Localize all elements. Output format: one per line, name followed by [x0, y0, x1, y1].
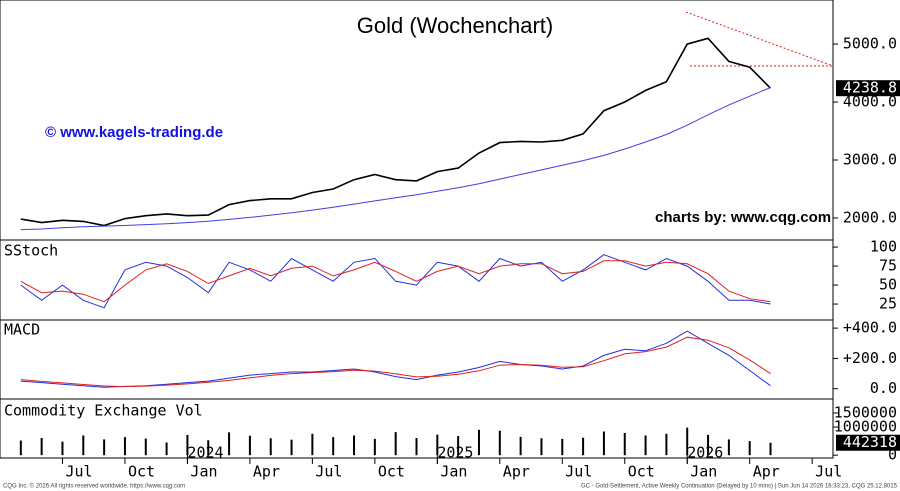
x-tick-label: Jul [65, 463, 92, 481]
bar [769, 442, 772, 456]
x-tick-label: Jul [565, 463, 592, 481]
bar [477, 429, 480, 456]
panel-title: Commodity Exchange Vol [4, 402, 203, 420]
bar [290, 439, 293, 456]
panel-title: SStoch [4, 242, 58, 260]
y-tick-label: +400.0 [843, 319, 897, 337]
bar [415, 438, 418, 456]
y-tick-label: 1000000 [834, 418, 897, 436]
bar [186, 434, 189, 456]
last-value-label: 442318 [843, 433, 897, 451]
bar [144, 438, 147, 456]
bar [19, 440, 22, 456]
year-label: 2026 [687, 444, 723, 462]
bar [623, 432, 626, 456]
y-tick-label: +200.0 [843, 349, 897, 367]
y-tick-label: 0.0 [870, 379, 897, 397]
y-tick-label: 5000.0 [843, 35, 897, 53]
series-line [20, 37, 772, 227]
bar [61, 441, 64, 456]
bar [207, 440, 210, 456]
series-line [20, 336, 771, 388]
y-tick-label: 2000.0 [843, 208, 897, 226]
bar [498, 430, 501, 456]
x-tick-label: Apr [753, 463, 780, 481]
bar [602, 431, 605, 456]
chart-title: Gold (Wochenchart) [357, 13, 553, 38]
y-tick-label: 3000.0 [843, 151, 897, 169]
x-tick-label: Apr [503, 463, 530, 481]
x-tick-label: Jul [315, 463, 342, 481]
bar [394, 432, 397, 456]
bar [727, 439, 730, 456]
series-line [20, 87, 771, 231]
bar [82, 435, 85, 456]
footer: CQG Inc. © 2026 All rights reserved worl… [3, 483, 185, 490]
bar [353, 435, 356, 456]
year-label: 2024 [187, 444, 223, 462]
bar [686, 427, 689, 456]
y-tick-label: 75 [879, 257, 897, 275]
x-tick-label: Apr [253, 463, 280, 481]
series-line [20, 254, 771, 309]
bar [165, 442, 168, 456]
year-label: 2025 [437, 444, 473, 462]
last-value-box [836, 434, 900, 451]
bar [436, 434, 439, 456]
bar [457, 436, 460, 456]
bar [311, 433, 314, 456]
annotation: © www.kagels-trading.de [45, 124, 223, 141]
panel-title: MACD [4, 321, 40, 339]
y-tick-label: 100 [870, 238, 897, 256]
y-tick-label: 4000.0 [843, 93, 897, 111]
bar [707, 434, 710, 456]
bar [332, 437, 335, 456]
bar [540, 438, 543, 456]
x-tick-label: Jan [690, 463, 717, 481]
bar [582, 437, 585, 456]
bar [103, 439, 106, 456]
x-tick-label: Oct [128, 463, 155, 481]
footer: GC - Gold-Settlement, Active Weekly Cont… [581, 484, 898, 490]
y-tick-label: 0 [888, 446, 897, 464]
annotation: charts by: www.cqg.com [655, 209, 831, 226]
y-tick-label: 25 [879, 295, 897, 313]
bar [748, 441, 751, 456]
y-tick-label: 50 [879, 276, 897, 294]
bar [373, 438, 376, 456]
y-tick-label: 1500000 [834, 403, 897, 421]
bar [228, 432, 231, 456]
x-tick-label: Jul [815, 463, 842, 481]
last-value-box [836, 80, 900, 97]
plot-frame [0, 0, 834, 459]
bar [644, 435, 647, 456]
bar [248, 435, 251, 456]
x-tick-label: Jan [190, 463, 217, 481]
bar [519, 436, 522, 456]
last-value-label: 4238.8 [843, 79, 897, 97]
x-tick-label: Jan [440, 463, 467, 481]
series-line [20, 260, 771, 303]
bar [665, 433, 668, 456]
x-tick-label: Oct [378, 463, 405, 481]
x-tick-label: Oct [628, 463, 655, 481]
bar [269, 438, 272, 456]
bar [123, 437, 126, 456]
bar [561, 438, 564, 456]
bar [40, 438, 43, 456]
